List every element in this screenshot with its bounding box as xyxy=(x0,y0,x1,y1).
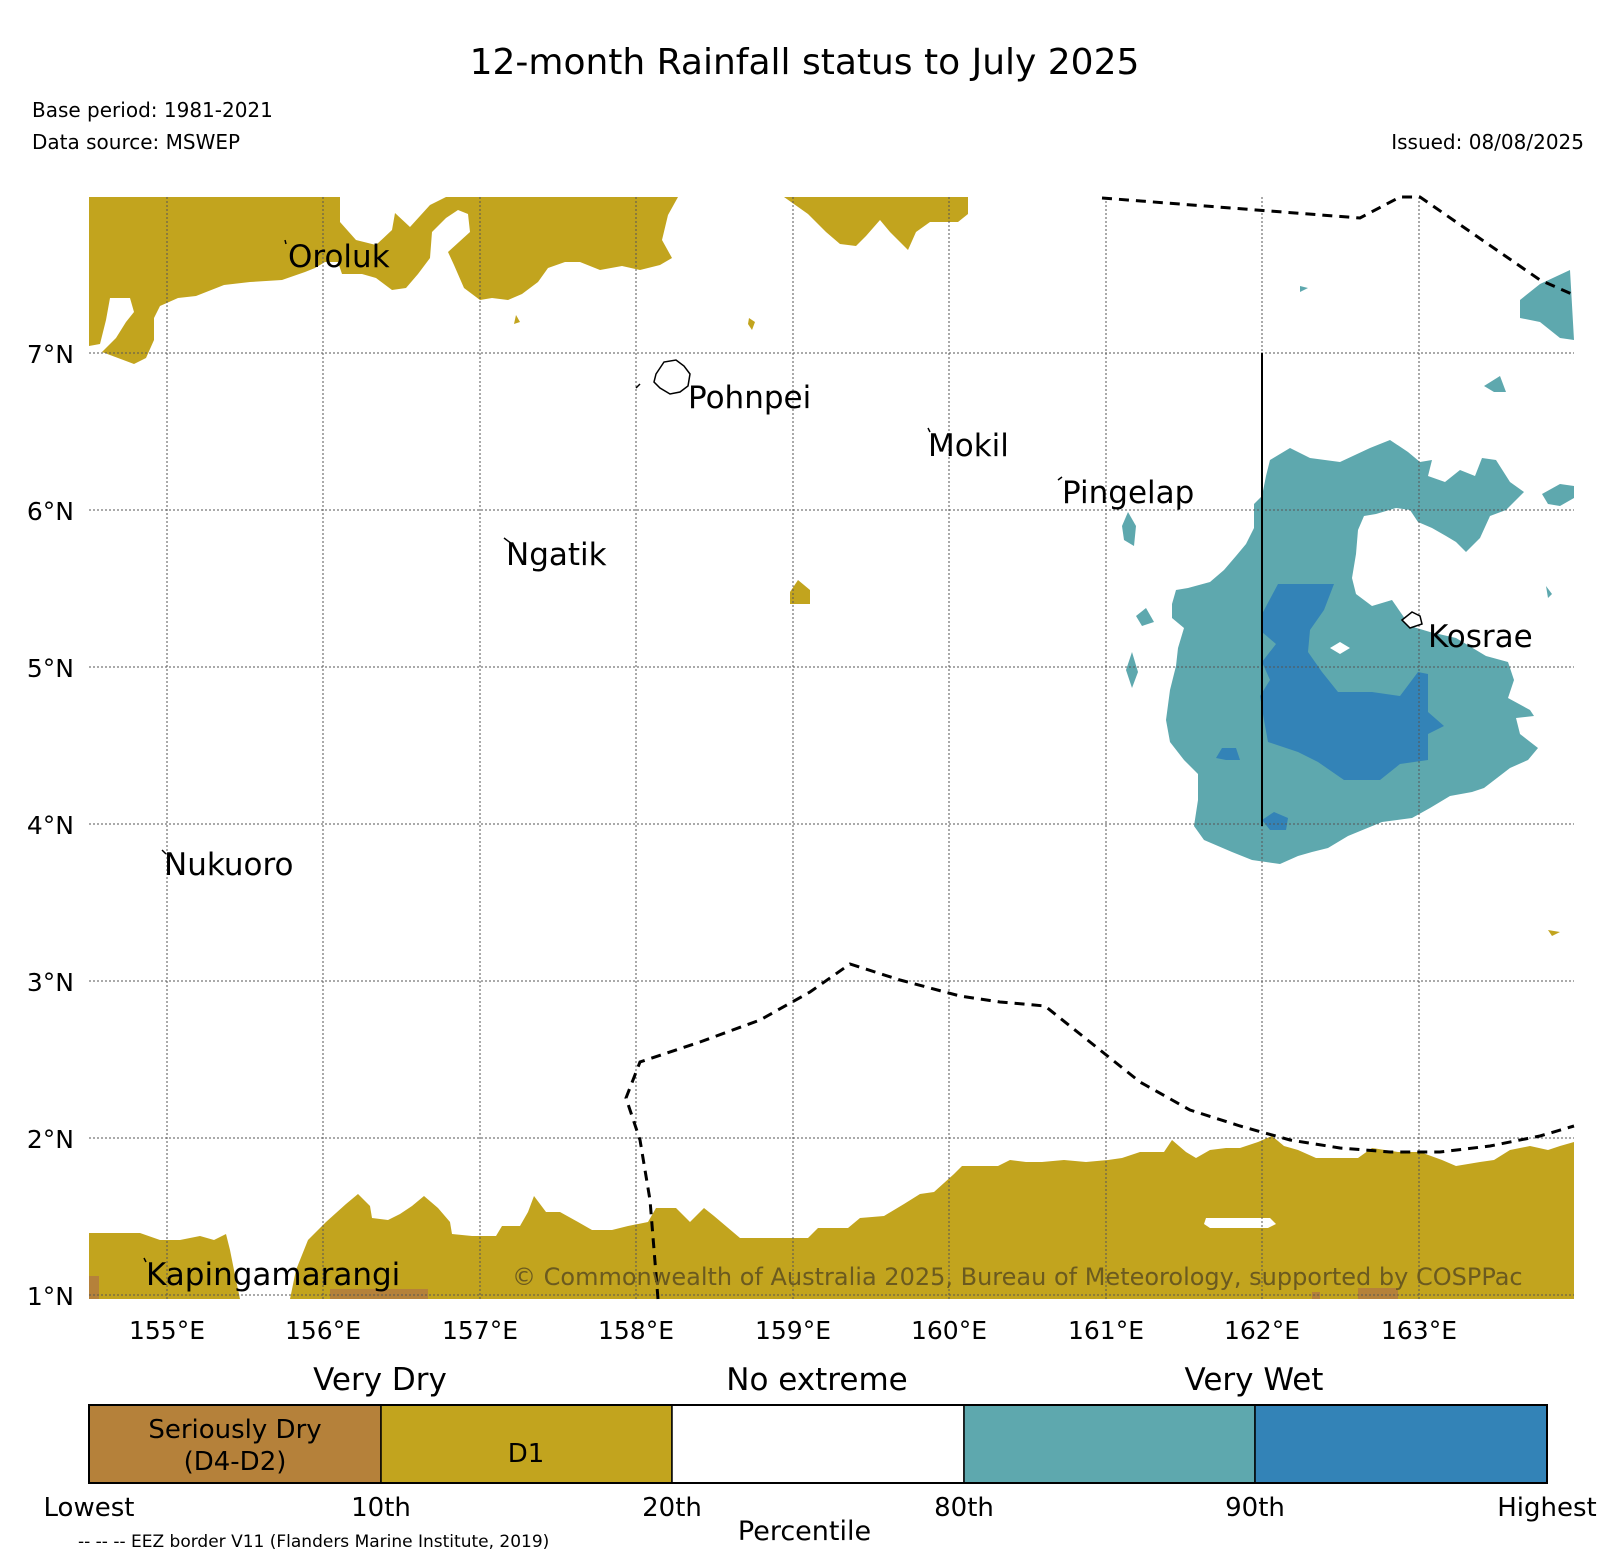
d1-region-south xyxy=(89,1233,240,1299)
legend-very-wet: Very Wet xyxy=(1185,1362,1324,1398)
legend-d1-label: D1 xyxy=(508,1439,545,1469)
legend-no-extreme: No extreme xyxy=(726,1362,907,1398)
place-pohnpei: Pohnpei xyxy=(688,380,811,416)
place-pingelap: Pingelap xyxy=(1062,475,1194,511)
wet-80-90-region-east xyxy=(1520,270,1574,340)
place-mokil: Mokil xyxy=(928,428,1009,464)
wet-80-90-blob-1 xyxy=(1484,376,1506,392)
lon-label: 156°E xyxy=(285,1316,361,1345)
seriously-dry-patch-3 xyxy=(1358,1288,1398,1299)
place-kapingamarangi: Kapingamarangi xyxy=(146,1257,400,1293)
lon-label: 163°E xyxy=(1381,1316,1457,1345)
lat-label: 4°N xyxy=(27,811,74,840)
legend-box-wet-90-plus xyxy=(1254,1404,1548,1484)
place-ngatik: Ngatik xyxy=(506,537,607,573)
lon-label: 160°E xyxy=(911,1316,987,1345)
wet-80-90-region xyxy=(1166,440,1538,864)
legend-tick: 90th xyxy=(1225,1493,1285,1523)
wet-90-plus-blob-1 xyxy=(1216,748,1240,760)
lat-label: 6°N xyxy=(27,497,74,526)
d1-speck-south xyxy=(1548,930,1560,936)
wet-80-90-blob-5 xyxy=(1300,286,1308,292)
chart-title: 12-month Rainfall status to July 2025 xyxy=(469,42,1140,83)
legend-frame xyxy=(88,1404,1548,1484)
legend-box-no-extreme xyxy=(671,1404,965,1484)
lon-label: 157°E xyxy=(442,1316,518,1345)
wet-80-90-blob-6 xyxy=(1546,586,1552,598)
eez-note: -- -- -- EEZ border V11 (Flanders Marine… xyxy=(78,1532,550,1552)
legend-tick: Highest xyxy=(1497,1493,1597,1523)
latitude-labels: 7°N 6°N 5°N 4°N 3°N 2°N 1°N xyxy=(27,340,74,1311)
lat-label: 3°N xyxy=(27,968,74,997)
wet-80-90-hole xyxy=(1330,642,1350,654)
place-oroluk: Oroluk xyxy=(288,239,390,275)
d1-hole xyxy=(1204,1218,1276,1228)
legend-box-wet-80-90 xyxy=(963,1404,1256,1484)
seriously-dry-patch-2 xyxy=(330,1289,428,1299)
d1-region-south-2 xyxy=(290,1136,1574,1299)
legend-very-dry: Very Dry xyxy=(313,1362,447,1398)
lon-label: 158°E xyxy=(598,1316,674,1345)
place-kosrae: Kosrae xyxy=(1428,619,1533,655)
lon-label: 159°E xyxy=(755,1316,831,1345)
legend-seriously-dry-sublabel: (D4-D2) xyxy=(184,1447,287,1477)
lon-label: 161°E xyxy=(1068,1316,1144,1345)
eez-borders xyxy=(624,195,1575,1300)
graticule xyxy=(89,197,1574,1299)
atoll-marks xyxy=(143,239,1063,1263)
data-source: Data source: MSWEP xyxy=(32,130,241,154)
legend-tick: 10th xyxy=(351,1493,411,1523)
place-nukuoro: Nukuoro xyxy=(164,847,293,883)
d1-region-north xyxy=(89,197,678,364)
seriously-dry-patch-1 xyxy=(89,1276,99,1299)
lat-label: 5°N xyxy=(27,654,74,683)
base-period: Base period: 1981-2021 xyxy=(32,98,273,122)
wet-80-90-blob-3 xyxy=(1136,608,1154,626)
lat-label: 7°N xyxy=(27,340,74,369)
legend-tick: Lowest xyxy=(44,1493,135,1523)
legend-tick: 80th xyxy=(934,1493,994,1523)
d1-region-north-2 xyxy=(784,197,968,250)
lon-label: 162°E xyxy=(1224,1316,1300,1345)
legend: Very Dry No extreme Very Wet Seriously D… xyxy=(44,1362,1597,1523)
wet-80-90-region-east-2 xyxy=(1542,484,1574,506)
legend-axis-label: Percentile xyxy=(737,1516,872,1547)
longitude-labels: 155°E 156°E 157°E 158°E 159°E 160°E 161°… xyxy=(129,1316,1457,1345)
seriously-dry-patch-4 xyxy=(1312,1292,1320,1299)
lat-label: 2°N xyxy=(27,1125,74,1154)
kosrae-island xyxy=(1400,611,1423,629)
wet-90-plus-region xyxy=(1260,584,1444,780)
pohnpei-island xyxy=(653,359,691,395)
eez-border-north xyxy=(1101,195,1575,297)
wet-90-plus-blob-2 xyxy=(1262,812,1288,830)
wet-80-90-blob-2 xyxy=(1122,512,1136,546)
d1-speck-3 xyxy=(790,580,810,604)
wet-80-90-blob-4 xyxy=(1126,652,1138,688)
eez-border-south xyxy=(624,962,1575,1300)
legend-seriously-dry-label: Seriously Dry xyxy=(148,1415,321,1445)
rainfall-fields xyxy=(89,197,1574,1299)
copyright-notice: © Commonwealth of Australia 2025, Bureau… xyxy=(512,1263,1523,1291)
lon-label: 155°E xyxy=(129,1316,205,1345)
lat-label: 1°N xyxy=(27,1282,74,1311)
issued-date: Issued: 08/08/2025 xyxy=(1391,130,1584,154)
d1-speck-1 xyxy=(514,315,520,324)
d1-speck-2 xyxy=(748,318,755,330)
legend-tick: 20th xyxy=(642,1493,702,1523)
